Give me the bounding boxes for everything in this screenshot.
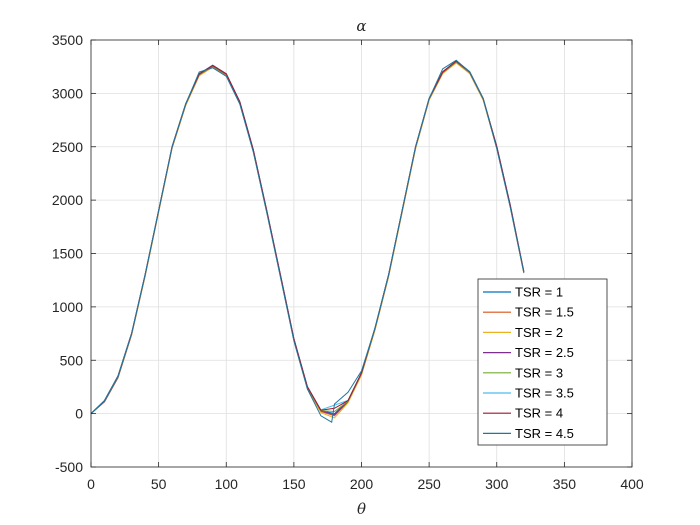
series-lines bbox=[90, 59, 525, 424]
y-tick-label: 1000 bbox=[52, 299, 83, 315]
legend-entry: TSR = 1.5 bbox=[515, 305, 574, 320]
y-tick-label: 3500 bbox=[52, 32, 83, 48]
legend-box bbox=[477, 278, 608, 446]
y-tick-label: 500 bbox=[60, 352, 84, 368]
axis-ticks: 0 50 100 150 200 250 300 350 400-500050010001500… bbox=[52, 32, 644, 492]
x-tick-label: 50 bbox=[151, 476, 167, 492]
x-tick-label: 400 bbox=[620, 476, 644, 492]
x-tick-label: 200 bbox=[350, 476, 374, 492]
x-tick-label: 0 bbox=[87, 476, 95, 492]
x-tick-label: 100 bbox=[215, 476, 239, 492]
x-tick-label: 250 bbox=[417, 476, 441, 492]
legend-entry: TSR = 2.5 bbox=[515, 345, 574, 360]
x-axis-label: θ bbox=[357, 500, 366, 518]
x-tick-label: 350 bbox=[553, 476, 577, 492]
legend-entry: TSR = 4 bbox=[515, 406, 563, 421]
y-tick-label: 2500 bbox=[52, 139, 83, 155]
legend-entry: TSR = 2 bbox=[515, 325, 563, 340]
y-tick-label: 0 bbox=[75, 406, 83, 422]
y-tick-label: -500 bbox=[55, 459, 83, 475]
legend: TSR = 1 TSR = 1.5 TSR = 2 TSR = 2.5 TSR = 3 T… bbox=[477, 278, 608, 446]
legend-entry: TSR = 3.5 bbox=[515, 386, 574, 401]
series-line-8 bbox=[90, 59, 525, 424]
x-tick-label: 150 bbox=[282, 476, 306, 492]
y-tick-label: 1500 bbox=[52, 246, 83, 262]
y-tick-label: 2000 bbox=[52, 192, 83, 208]
y-tick-label: 3000 bbox=[52, 85, 83, 101]
legend-entry: TSR = 4.5 bbox=[515, 426, 574, 441]
legend-entry: TSR = 1 bbox=[515, 285, 563, 300]
chart-title: α bbox=[356, 17, 366, 35]
x-tick-label: 300 bbox=[485, 476, 509, 492]
legend-entry: TSR = 3 bbox=[515, 365, 563, 380]
